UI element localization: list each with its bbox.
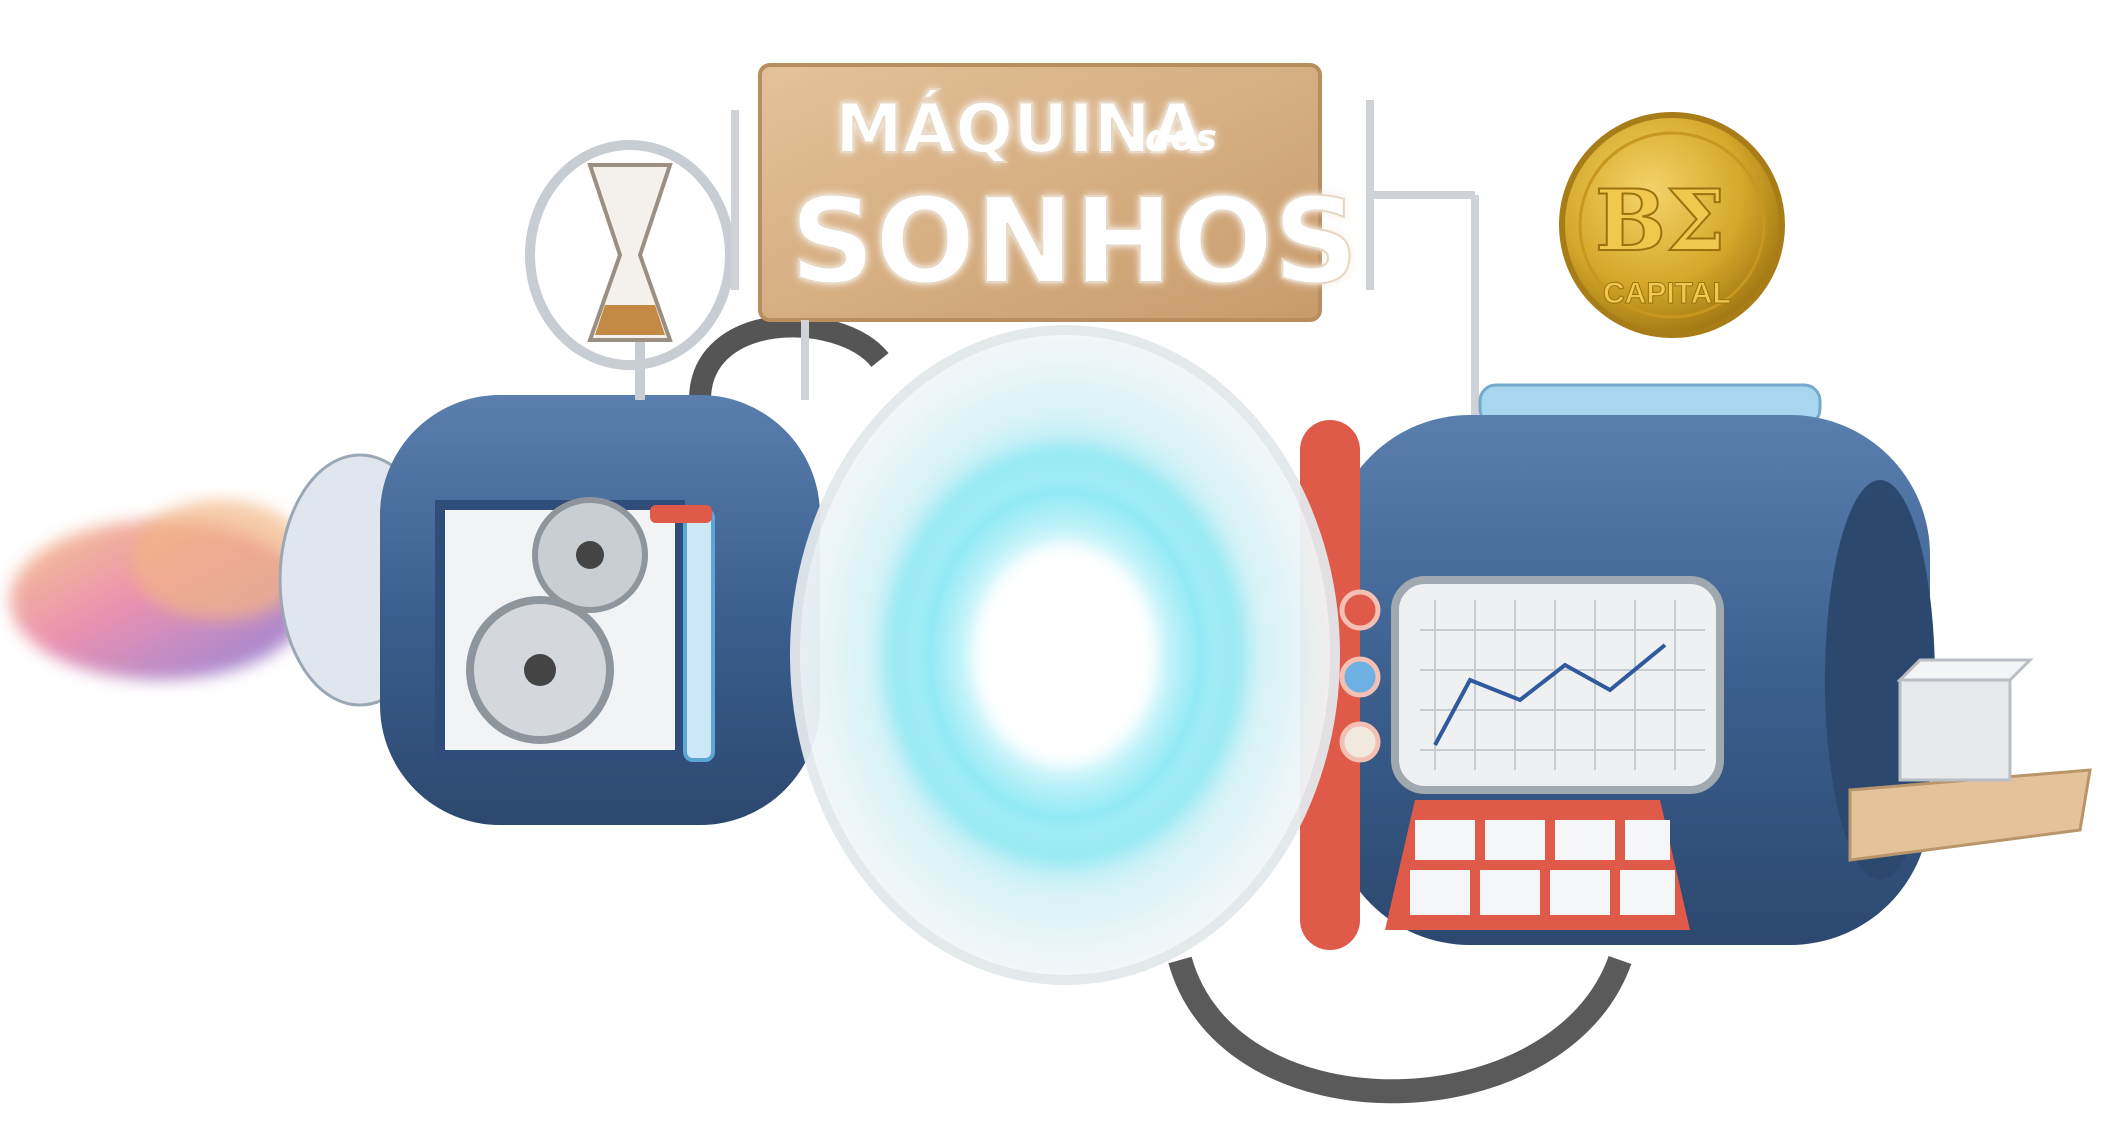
coin-label: CAPITAL [1603, 277, 1731, 310]
gauge-slider [650, 505, 712, 523]
status-lights [1339, 589, 1381, 763]
cloud-icon [10, 500, 310, 680]
hourglass-icon [525, 140, 735, 400]
right-cylinder [1300, 383, 1935, 950]
sign-title-line2: SONHOS [790, 172, 1358, 310]
gear-icon [466, 497, 648, 744]
left-cylinder [380, 395, 820, 825]
coin-icon [1559, 112, 1785, 338]
sign-title-small: dos [1145, 118, 1217, 159]
coin-logo: BΣ [1595, 171, 1725, 270]
box-icon [1896, 658, 2034, 782]
top-hose [689, 315, 889, 401]
keypad-icon [1385, 800, 1690, 930]
title-sign [731, 63, 1479, 420]
plasma-orb [790, 325, 1340, 985]
sign-title-line1: MÁQUINA [835, 89, 1204, 169]
bottom-hose [1168, 955, 1632, 1104]
conveyor [1848, 658, 2092, 862]
chart-icon [1391, 576, 1724, 794]
gauge-bar [683, 508, 715, 762]
